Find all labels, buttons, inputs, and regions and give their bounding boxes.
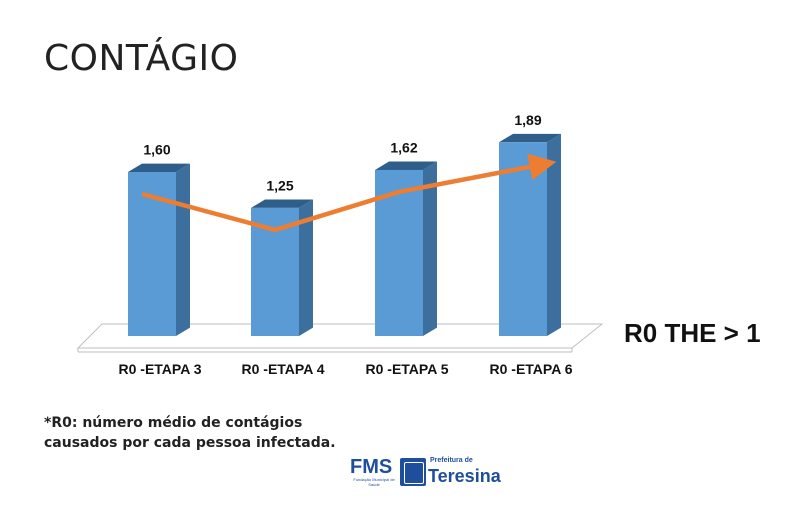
footnote-line-1: *R0: número médio de contágios [44, 415, 303, 431]
logo-prefeitura-text: Prefeitura de [430, 457, 473, 464]
bar-4 [499, 133, 561, 336]
coat-of-arms-icon [400, 458, 426, 486]
bar-side-face [299, 199, 313, 336]
bars-group [128, 133, 561, 336]
trend-arrow [141, 153, 557, 233]
trend-arrow-line [141, 153, 557, 233]
bar-top-face [499, 133, 561, 143]
category-label: R0 -ETAPA 3 [119, 361, 202, 377]
footnote-line-2: causados por cada pessoa infectada. [44, 435, 336, 451]
logo-fms-subtitle: Fundação Municipal de Saúde [353, 477, 395, 487]
category-label: R0 -ETAPA 4 [242, 361, 325, 377]
logo-city-text: Teresina [428, 466, 501, 486]
r0-threshold-note: R0 THE > 1 [624, 318, 761, 348]
bar-top-face [128, 163, 190, 172]
category-label: R0 -ETAPA 5 [366, 361, 449, 377]
category-label: R0 -ETAPA 6 [490, 361, 573, 377]
fms-teresina-logo: FMS Fundação Municipal de Saúde Prefeitu… [350, 456, 505, 490]
bar-side-face [547, 133, 561, 336]
bar-value-label: 1,60 [143, 142, 170, 158]
bar-top-face [251, 199, 313, 208]
bar-value-label: 1,62 [390, 140, 417, 156]
footnote: *R0: número médio de contágios causados … [44, 413, 336, 453]
bar-side-face [176, 163, 190, 336]
chart-floor-plane [76, 323, 604, 349]
bar-1 [128, 163, 190, 336]
chart-floor [76, 323, 604, 353]
category-labels-group: R0 -ETAPA 3 R0 -ETAPA 4 R0 -ETAPA 5 R0 -ETA… [119, 361, 573, 377]
logo-fms-text: FMS [350, 456, 393, 478]
page-title: CONTÁGIO [44, 38, 239, 79]
bar-side-face [423, 161, 437, 336]
value-labels-group: 1,60 1,25 1,62 1,89 [143, 112, 541, 194]
bar-top-face [375, 161, 437, 170]
bar-value-label: 1,25 [266, 177, 293, 193]
bar-value-label: 1,89 [514, 112, 541, 128]
